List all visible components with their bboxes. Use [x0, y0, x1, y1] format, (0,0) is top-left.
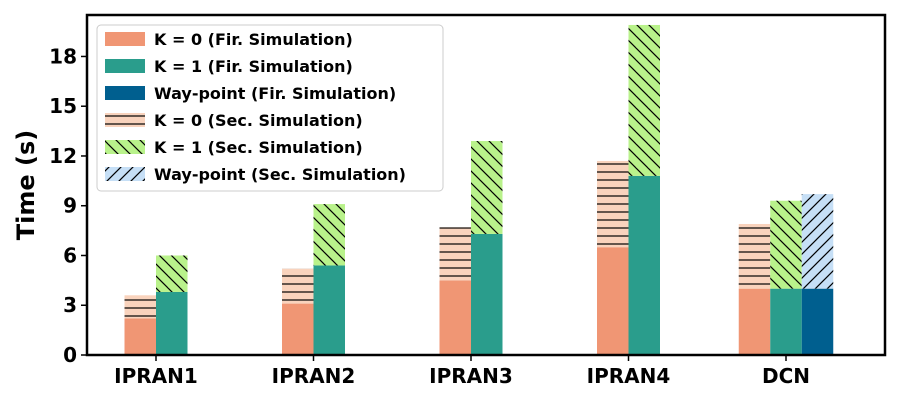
plot-frame [85, 13, 887, 357]
y-tick-label-18: 18 [49, 44, 77, 68]
legend-swatch-k-0-fir-simulation [105, 32, 145, 46]
bar-dcn-k-1-fir [770, 288, 802, 355]
bar-ipran1-k-1-sec-hatch [156, 255, 188, 292]
bar-ipran2-k-0-sec-hatch [282, 268, 314, 304]
legend-label-k-1-sec-simulation: K = 1 (Sec. Simulation) [154, 138, 363, 157]
bar-ipran4-k-0-sec-hatch [597, 160, 629, 248]
legend-box [96, 24, 444, 192]
legend-swatch-way-point-fir-simulation [105, 86, 145, 100]
bar-ipran2-k-1-sec-hatch [313, 204, 345, 266]
bar-ipran3-k-1-sec-hatch [471, 141, 503, 234]
legend: K = 0 (Fir. Simulation) K = 1 (Fir. Simul… [96, 24, 444, 192]
x-tick-label-ipran4: IPRAN4 [587, 364, 671, 388]
bars-layer [124, 24, 834, 355]
bar-dcn-way-point-fir [801, 288, 834, 355]
bar-ipran2-k-1-fir [313, 265, 345, 355]
bar-ipran3-k-0-fir [439, 280, 471, 355]
bar-ipran3-k-0-sec-hatch [439, 227, 471, 281]
legend-swatch-k-1-fir-simulation [105, 59, 145, 73]
y-axis-title: Time (s) [12, 130, 40, 240]
bar-ipran3-k-1-fir [471, 233, 503, 355]
bar-ipran1-k-0-sec-hatch [124, 295, 156, 319]
bar-ipran1-k-0-fir [124, 318, 156, 355]
y-tick-label-0: 0 [63, 343, 77, 367]
bar-dcn-way-point-sec-hatch [801, 194, 834, 289]
y-tick-label-3: 3 [63, 293, 77, 317]
y-tick-label-15: 15 [49, 94, 77, 118]
x-tick-label-dcn: DCN [762, 364, 810, 388]
bar-ipran4-k-1-sec-hatch [628, 24, 660, 176]
legend-label-k-1-fir-simulation: K = 1 (Fir. Simulation) [154, 57, 353, 76]
legend-swatch-hatch-way-point-sec-simulation [105, 167, 145, 181]
legend-swatch-hatch-k-1-sec-simulation [105, 140, 145, 154]
legend-label-way-point-fir-simulation: Way-point (Fir. Simulation) [154, 84, 396, 103]
legend-label-k-0-sec-simulation: K = 0 (Sec. Simulation) [154, 111, 363, 130]
bar-ipran4-k-0-fir [597, 247, 629, 355]
x-tick-label-ipran3: IPRAN3 [429, 364, 513, 388]
bar-dcn-k-1-sec-hatch [770, 200, 802, 289]
bar-dcn-k-0-fir [738, 288, 771, 355]
legend-label-k-0-fir-simulation: K = 0 (Fir. Simulation) [154, 30, 353, 49]
x-tick-label-ipran1: IPRAN1 [114, 364, 198, 388]
legend-label-way-point-sec-simulation: Way-point (Sec. Simulation) [154, 165, 406, 184]
y-tick-label-6: 6 [63, 243, 77, 267]
y-tick-label-9: 9 [63, 194, 77, 218]
x-tick-label-ipran2: IPRAN2 [272, 364, 356, 388]
y-tick-label-12: 12 [49, 144, 77, 168]
axes-layer: IPRAN1 IPRAN2 IPRAN3 IPRAN4 DCN 0 3 6 9 12 15 18 Tim… [12, 13, 887, 388]
bar-dcn-k-0-sec-hatch [738, 223, 771, 289]
bar-ipran2-k-0-fir [282, 303, 314, 355]
bar-ipran1-k-1-fir [156, 291, 188, 355]
legend-swatch-hatch-k-0-sec-simulation [105, 113, 145, 127]
bar-ipran4-k-1-fir [628, 175, 660, 355]
